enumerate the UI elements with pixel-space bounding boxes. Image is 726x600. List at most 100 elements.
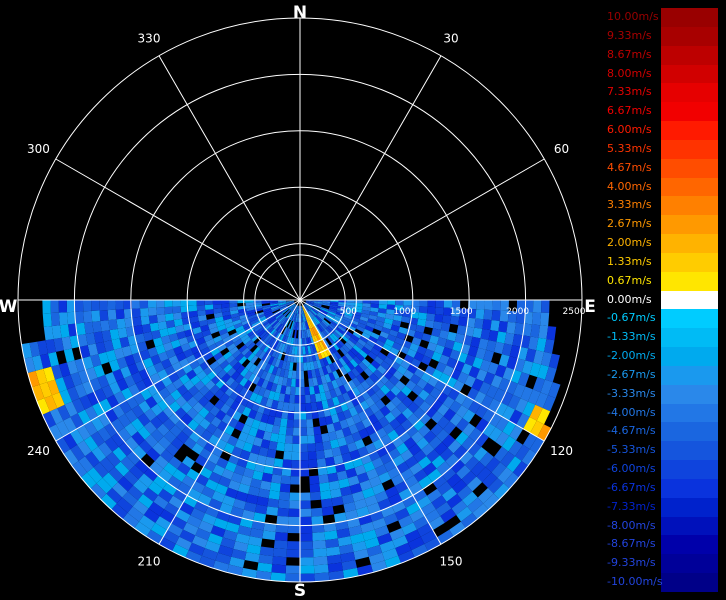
velocity-cell: [413, 395, 425, 408]
legend-label: -10.00m/s: [607, 575, 663, 589]
velocity-cell: [492, 300, 501, 311]
velocity-cell: [392, 370, 404, 381]
velocity-cell: [383, 459, 397, 472]
velocity-cell: [367, 351, 378, 360]
velocity-cell: [213, 365, 224, 375]
velocity-cell: [288, 402, 295, 412]
velocity-cell: [289, 304, 296, 310]
velocity-cell: [394, 380, 406, 391]
legend-swatch: [661, 196, 718, 216]
legend-row: -5.33m/s: [604, 441, 718, 461]
velocity-cell: [203, 351, 214, 361]
velocity-cell: [358, 319, 368, 326]
velocity-cell: [326, 423, 336, 433]
velocity-cell: [300, 443, 308, 453]
velocity-cell: [313, 326, 320, 335]
velocity-cell: [412, 488, 428, 503]
velocity-cell: [224, 339, 234, 348]
velocity-cell: [318, 367, 325, 377]
velocity-cell: [289, 394, 296, 404]
velocity-cell: [269, 301, 278, 304]
velocity-cell: [283, 369, 289, 379]
velocity-cell: [219, 382, 230, 393]
velocity-cell: [120, 456, 136, 471]
velocity-cell: [307, 345, 312, 355]
velocity-cell: [225, 376, 235, 387]
velocity-cell: [205, 423, 218, 435]
velocity-cell: [195, 337, 206, 346]
velocity-cell: [213, 312, 223, 319]
velocity-cell: [362, 303, 371, 308]
velocity-cell: [384, 411, 396, 424]
velocity-cell: [434, 442, 448, 456]
velocity-cell: [334, 329, 343, 337]
velocity-cell: [244, 339, 254, 348]
legend-label: 8.67m/s: [607, 47, 652, 61]
velocity-cell: [163, 341, 174, 352]
velocity-cell: [260, 370, 268, 380]
velocity-cell: [435, 300, 444, 308]
velocity-cell: [413, 330, 424, 340]
velocity-cell: [343, 314, 353, 320]
velocity-cell: [146, 447, 161, 462]
velocity-cell: [291, 451, 300, 461]
velocity-cell: [405, 502, 421, 516]
velocity-cell: [158, 488, 173, 503]
velocity-cell: [356, 383, 366, 394]
velocity-cell: [504, 332, 515, 346]
velocity-cell: [63, 348, 75, 363]
velocity-cell: [328, 363, 336, 373]
velocity-cell: [280, 418, 288, 428]
velocity-cell: [300, 565, 315, 574]
velocity-cell: [411, 300, 420, 307]
azimuth-label: 120: [550, 444, 573, 458]
legend-swatch: [661, 441, 718, 461]
legend-row: 1.33m/s: [604, 252, 718, 272]
velocity-cell: [227, 435, 239, 447]
velocity-cell: [424, 319, 435, 329]
velocity-cell: [415, 324, 425, 334]
legend-row: -8.67m/s: [604, 535, 718, 555]
velocity-cell: [360, 390, 371, 401]
velocity-cell: [165, 382, 177, 395]
velocity-cell: [210, 347, 221, 357]
velocity-cell: [445, 453, 460, 468]
legend-swatch: [661, 403, 718, 423]
legend-swatch: [661, 535, 718, 555]
velocity-cell: [443, 421, 457, 435]
velocity-cell: [370, 347, 380, 357]
velocity-cell: [308, 378, 314, 387]
velocity-cell: [183, 348, 194, 359]
velocity-cell: [279, 305, 288, 311]
velocity-cell: [204, 411, 216, 424]
velocity-cell: [274, 322, 281, 330]
velocity-cell: [448, 388, 460, 401]
velocity-cell: [313, 304, 322, 308]
velocity-cell: [305, 312, 310, 321]
velocity-cell: [420, 502, 436, 517]
velocity-cell: [501, 343, 513, 357]
velocity-cell: [174, 407, 187, 420]
velocity-cell: [284, 435, 293, 444]
velocity-cell: [300, 532, 313, 542]
velocity-cell: [72, 398, 85, 414]
velocity-cell: [141, 323, 152, 334]
velocity-cell: [112, 369, 124, 382]
velocity-cell: [468, 300, 477, 310]
velocity-cell: [243, 379, 253, 390]
velocity-cell: [442, 347, 453, 358]
velocity-cell: [421, 443, 435, 457]
velocity-cell: [255, 348, 264, 358]
legend-row: -6.67m/s: [604, 478, 718, 498]
velocity-cell: [93, 331, 104, 344]
velocity-cell: [426, 313, 436, 322]
velocity-cell: [235, 352, 245, 362]
velocity-cell: [270, 572, 286, 582]
velocity-cell: [285, 345, 291, 354]
velocity-cell: [127, 485, 143, 501]
legend-swatch: [661, 422, 718, 442]
velocity-cell: [289, 492, 300, 501]
velocity-cell: [124, 354, 136, 367]
velocity-cell: [172, 488, 188, 503]
velocity-cell: [288, 508, 300, 518]
